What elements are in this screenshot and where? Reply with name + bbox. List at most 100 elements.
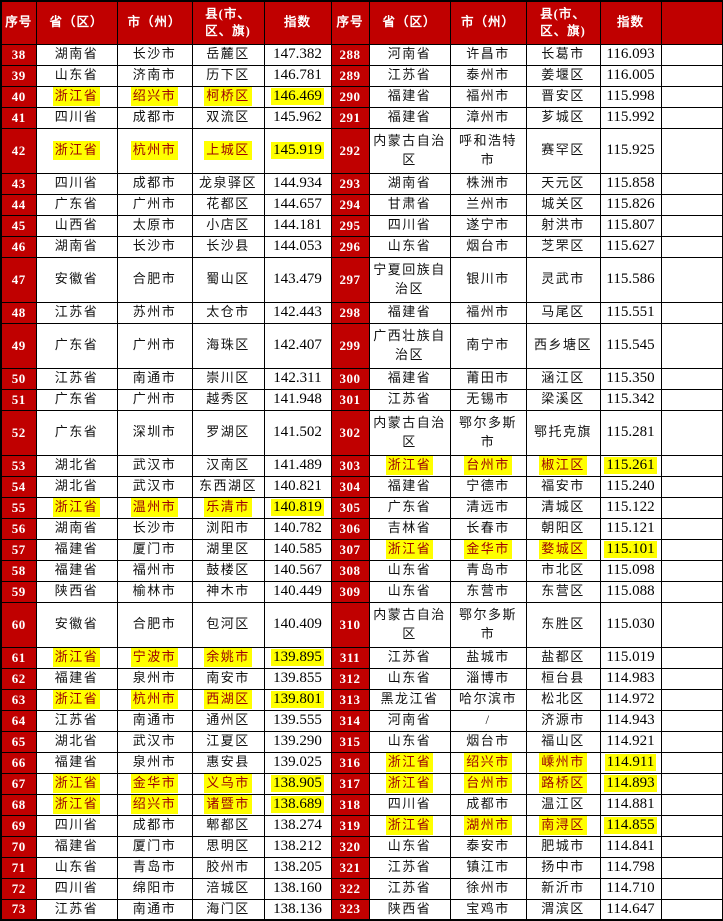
county-cell: 越秀区 (191, 388, 265, 411)
county-cell: 蜀山区 (191, 256, 265, 303)
county-cell: 长沙县 (191, 235, 265, 258)
county-cell: 福山区 (525, 730, 601, 753)
county-cell: 双流区 (191, 106, 265, 129)
index-cell: 142.443 (263, 301, 332, 324)
city-cell: 成都市 (116, 106, 193, 129)
index-cell: 142.407 (263, 322, 332, 369)
index-cell: 144.657 (263, 193, 332, 216)
province-cell: 福建省 (368, 367, 451, 390)
index-cell: 138.212 (263, 835, 332, 858)
province-cell: 四川省 (368, 214, 451, 237)
index-cell: 139.801 (263, 688, 332, 711)
index-cell: 144.181 (263, 214, 332, 237)
serial-cell: 320 (330, 835, 370, 858)
county-cell: 乐清市 (191, 496, 265, 519)
serial-cell: 311 (330, 646, 370, 669)
province-cell: 广东省 (35, 409, 118, 456)
city-cell: 苏州市 (116, 301, 193, 324)
county-cell: 马尾区 (525, 301, 601, 324)
province-cell: 江苏省 (368, 877, 451, 900)
highlight-mark: 绍兴市 (130, 87, 179, 106)
col-header-serial-right: 序号 (330, 0, 370, 45)
province-cell: 山东省 (368, 559, 451, 582)
city-cell: 呼和浩特市 (449, 127, 527, 174)
spacer-cell (660, 793, 723, 816)
table-row: 48 江苏省 苏州市 太仓市 142.443 298 福建省 福州市 马尾区 115.551 (0, 301, 723, 324)
province-cell: 河南省 (368, 43, 451, 66)
index-cell: 115.122 (599, 496, 662, 519)
spacer-cell (660, 898, 723, 921)
province-cell: 浙江省 (35, 646, 118, 669)
spacer-cell (660, 256, 723, 303)
highlight-mark: 浙江省 (52, 774, 101, 793)
col-header-index-left: 指数 (263, 0, 332, 45)
serial-cell: 292 (330, 127, 370, 174)
table-row: 62 福建省 泉州市 南安市 139.855 312 山东省 淄博市 桓台县 114.983 (0, 667, 723, 690)
county-cell: 崇川区 (191, 367, 265, 390)
index-cell: 114.710 (599, 877, 662, 900)
city-cell: / (449, 709, 527, 732)
city-cell: 哈尔滨市 (449, 688, 527, 711)
county-cell: 盐都区 (525, 646, 601, 669)
county-cell: 芗城区 (525, 106, 601, 129)
spacer-cell (660, 409, 723, 456)
index-cell: 139.290 (263, 730, 332, 753)
index-cell: 140.782 (263, 517, 332, 540)
city-cell: 杭州市 (116, 688, 193, 711)
serial-cell: 323 (330, 898, 370, 921)
serial-cell: 61 (0, 646, 37, 669)
index-cell: 145.962 (263, 106, 332, 129)
index-cell: 141.948 (263, 388, 332, 411)
spacer-cell (660, 601, 723, 648)
serial-cell: 303 (330, 454, 370, 477)
city-cell: 绍兴市 (449, 751, 527, 774)
spacer-cell (660, 454, 723, 477)
city-cell: 广州市 (116, 388, 193, 411)
county-cell: 市北区 (525, 559, 601, 582)
index-cell: 138.274 (263, 814, 332, 837)
county-cell: 西湖区 (191, 688, 265, 711)
highlight-mark: 西湖区 (204, 690, 252, 709)
index-cell: 114.983 (599, 667, 662, 690)
county-cell: 东西湖区 (191, 475, 265, 498)
province-cell: 山东省 (35, 856, 118, 879)
spacer-cell (660, 172, 723, 195)
serial-cell: 56 (0, 517, 37, 540)
province-cell: 江苏省 (35, 898, 118, 921)
city-cell: 广州市 (116, 193, 193, 216)
index-cell: 114.893 (599, 772, 662, 795)
city-cell: 银川市 (449, 256, 527, 303)
highlight-mark: 杭州市 (130, 690, 179, 709)
city-cell: 兰州市 (449, 193, 527, 216)
serial-cell: 41 (0, 106, 37, 129)
serial-cell: 72 (0, 877, 37, 900)
city-cell: 宝鸡市 (449, 898, 527, 921)
serial-cell: 322 (330, 877, 370, 900)
table-row: 57 福建省 厦门市 湖里区 140.585 307 浙江省 金华市 婺城区 115.101 (0, 538, 723, 561)
province-cell: 湖南省 (35, 43, 118, 66)
table-header: 序号 省（区） 市（州） 县(市、区、旗) 指数 序号 省（区） 市（州） 县(… (0, 0, 723, 45)
index-cell: 114.881 (599, 793, 662, 816)
table-row: 39 山东省 济南市 历下区 146.781 289 江苏省 泰州市 姜堰区 116.005 (0, 64, 723, 87)
index-cell: 114.647 (599, 898, 662, 921)
city-cell: 盐城市 (449, 646, 527, 669)
col-header-county-left: 县(市、区、旗) (191, 0, 265, 45)
serial-cell: 71 (0, 856, 37, 879)
county-cell: 东胜区 (525, 601, 601, 648)
index-cell: 146.781 (263, 64, 332, 87)
city-cell: 泉州市 (116, 751, 193, 774)
serial-cell: 66 (0, 751, 37, 774)
province-cell: 福建省 (35, 835, 118, 858)
province-cell: 四川省 (35, 106, 118, 129)
province-cell: 湖南省 (368, 172, 451, 195)
county-cell: 天元区 (525, 172, 601, 195)
city-cell: 长沙市 (116, 43, 193, 66)
table-row: 38 湖南省 长沙市 岳麓区 147.382 288 河南省 许昌市 长葛市 116.093 (0, 43, 723, 66)
serial-cell: 290 (330, 85, 370, 108)
serial-cell: 319 (330, 814, 370, 837)
province-cell: 四川省 (35, 877, 118, 900)
county-cell: 柯桥区 (191, 85, 265, 108)
table-row: 47 安徽省 合肥市 蜀山区 143.479 297 宁夏回族自治区 银川市 灵武市 115.58… (0, 256, 723, 303)
county-cell: 浏阳市 (191, 517, 265, 540)
table-row: 59 陕西省 榆林市 神木市 140.449 309 山东省 东营市 东营区 115.088 (0, 580, 723, 603)
